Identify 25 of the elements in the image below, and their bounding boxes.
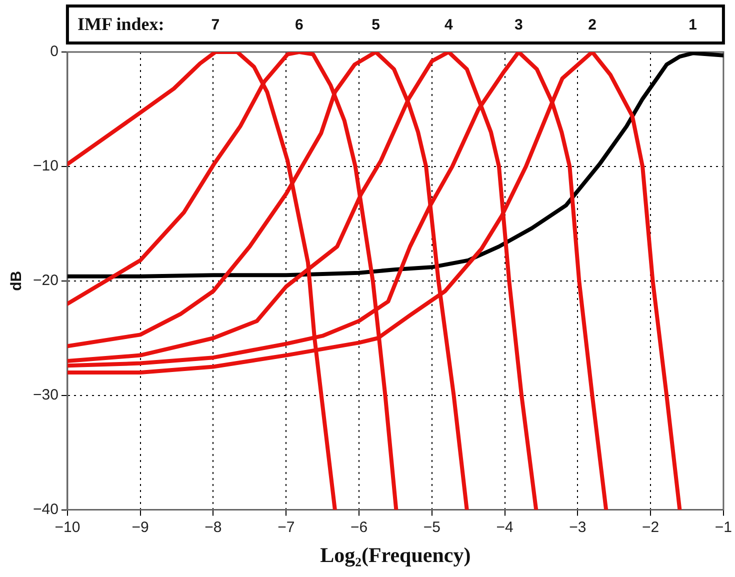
y-tick-label: 0 bbox=[50, 43, 58, 60]
x-tick-label: −2 bbox=[642, 518, 660, 536]
y-tick-label: −20 bbox=[32, 272, 58, 290]
x-tick-label: −7 bbox=[278, 518, 295, 536]
x-tick-label: −5 bbox=[423, 518, 440, 536]
text: 5 bbox=[372, 16, 380, 34]
text: 3 bbox=[514, 16, 523, 34]
text: IMF index: bbox=[77, 14, 164, 34]
x-tick-label: −3 bbox=[569, 518, 586, 536]
text: 2 bbox=[588, 16, 596, 34]
x-tick-label: −8 bbox=[204, 518, 222, 536]
x-axis-title: Log₂(Frequency) bbox=[320, 542, 471, 567]
text: 1 bbox=[688, 16, 698, 34]
x-tick-label: −10 bbox=[54, 518, 80, 536]
y-tick-label: −30 bbox=[32, 386, 58, 404]
text: 7 bbox=[211, 16, 220, 34]
x-tick-label: −4 bbox=[496, 518, 514, 536]
x-tick-label: −6 bbox=[350, 518, 368, 536]
y-tick-label: −40 bbox=[32, 500, 58, 518]
text: 6 bbox=[295, 16, 304, 34]
x-tick-label: −1 bbox=[714, 518, 732, 536]
y-axis-title: dB bbox=[8, 270, 26, 291]
x-tick-label: −9 bbox=[132, 518, 149, 536]
y-tick-label: −10 bbox=[32, 158, 58, 175]
text: 4 bbox=[444, 16, 454, 34]
